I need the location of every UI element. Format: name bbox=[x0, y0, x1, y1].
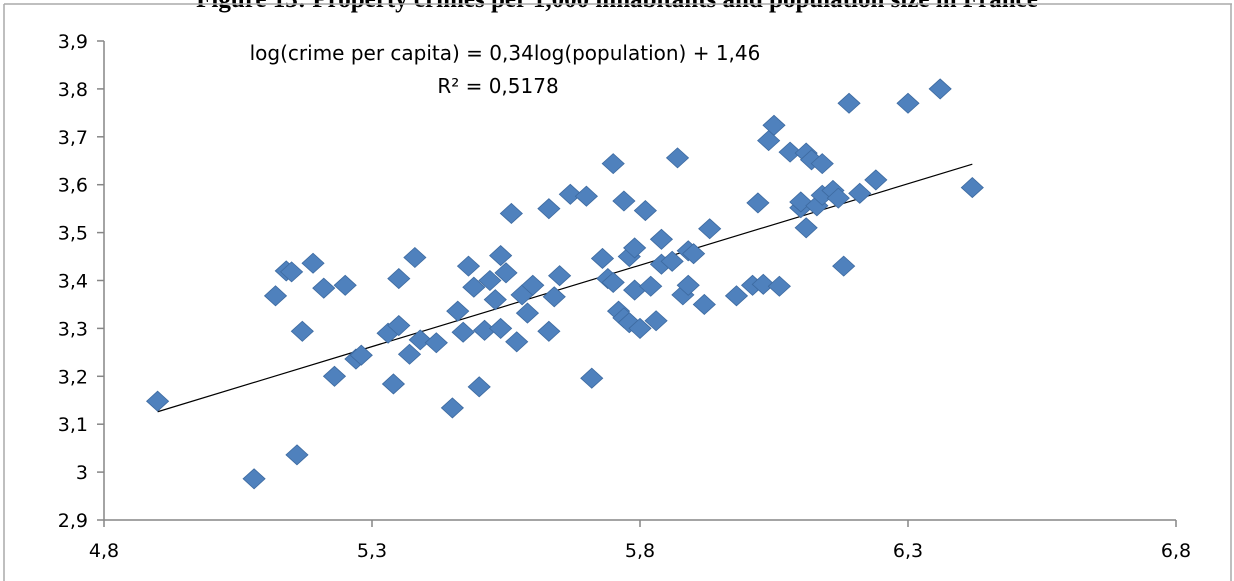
data-point-marker bbox=[864, 169, 888, 191]
y-tick-label: 3,9 bbox=[58, 31, 88, 53]
data-point-marker bbox=[928, 78, 952, 100]
y-tick-label: 3,5 bbox=[58, 223, 88, 245]
data-point-marker bbox=[837, 92, 861, 114]
data-point-marker bbox=[387, 314, 411, 337]
data-point-marker bbox=[832, 255, 856, 277]
y-tick-label: 3 bbox=[76, 462, 88, 484]
x-tick-label: 6,3 bbox=[893, 540, 923, 562]
data-point-marker bbox=[537, 198, 561, 220]
data-point-marker bbox=[580, 367, 604, 389]
y-tick-label: 3,2 bbox=[58, 366, 88, 388]
data-point-marker bbox=[242, 468, 266, 490]
data-point-marker bbox=[590, 247, 615, 270]
data-point-marker bbox=[848, 182, 872, 204]
data-point-marker bbox=[751, 273, 775, 295]
r-squared-label: R² = 0,5178 bbox=[437, 74, 558, 98]
data-point-marker bbox=[623, 237, 647, 259]
data-point-marker bbox=[397, 343, 422, 365]
data-point-marker bbox=[515, 302, 540, 324]
data-point-marker bbox=[896, 92, 920, 114]
data-point-marker bbox=[676, 274, 700, 296]
data-point-marker bbox=[789, 191, 813, 213]
data-point-marker bbox=[456, 255, 481, 277]
trendline-equation: log(crime per capita) = 0,34log(populati… bbox=[250, 41, 761, 65]
data-point-marker bbox=[285, 444, 309, 466]
data-point-marker bbox=[826, 187, 850, 209]
data-point-marker bbox=[623, 279, 647, 301]
data-point-marker bbox=[521, 274, 545, 296]
trendline-annotation: log(crime per capita) = 0,34log(populati… bbox=[250, 41, 761, 98]
data-point-marker bbox=[682, 243, 706, 265]
y-tick-label: 3,8 bbox=[58, 79, 88, 101]
data-point-marker bbox=[263, 285, 288, 307]
y-tick-label: 2,9 bbox=[58, 510, 88, 532]
data-point-marker bbox=[639, 275, 663, 297]
data-point-marker bbox=[960, 177, 984, 199]
data-point-marker bbox=[424, 332, 448, 354]
data-point-marker bbox=[322, 365, 347, 387]
data-point-marker bbox=[794, 217, 818, 239]
data-point-marker bbox=[408, 329, 432, 351]
data-point-marker bbox=[462, 276, 486, 298]
data-point-marker bbox=[778, 141, 802, 163]
data-point-marker bbox=[612, 190, 636, 212]
data-point-marker bbox=[767, 275, 791, 297]
x-tick-label: 5,8 bbox=[625, 540, 655, 562]
data-point-marker bbox=[574, 185, 598, 207]
data-point-marker bbox=[387, 268, 411, 290]
data-point-marker bbox=[403, 246, 427, 269]
data-point-marker bbox=[505, 331, 529, 353]
y-tick-label: 3,6 bbox=[58, 175, 88, 197]
data-point-marker bbox=[146, 390, 170, 412]
data-point-marker bbox=[381, 373, 406, 395]
x-tick-label: 6,8 bbox=[1161, 540, 1191, 562]
data-point-marker bbox=[467, 376, 491, 398]
x-tick-label: 4,8 bbox=[89, 540, 119, 562]
trendline-line bbox=[157, 163, 973, 413]
trendline bbox=[157, 163, 973, 413]
data-point-marker bbox=[660, 250, 684, 272]
data-point-marker bbox=[692, 293, 716, 315]
data-point-marker bbox=[542, 286, 566, 308]
data-point-marker bbox=[698, 218, 722, 240]
data-point-marker bbox=[649, 228, 674, 250]
data-point-marker bbox=[489, 317, 513, 339]
data-point-marker bbox=[301, 252, 325, 274]
data-point-marker bbox=[446, 300, 470, 322]
data-point-marker bbox=[440, 397, 464, 419]
data-point-marker bbox=[312, 277, 336, 299]
data-point-marker bbox=[665, 147, 690, 169]
data-point-marker bbox=[451, 321, 475, 343]
data-point-marker bbox=[483, 289, 507, 311]
data-point-marker bbox=[499, 202, 523, 224]
data-point-marker bbox=[762, 114, 786, 136]
data-point-marker bbox=[724, 285, 749, 307]
data-point-marker bbox=[628, 317, 652, 339]
y-tick-label: 3,4 bbox=[58, 271, 88, 293]
axes: 2,9 3 3,1 3,2 3,3 3,4 3,5 3,6 3,7 3,8 3,9 4,8 5,3 5,8… bbox=[58, 31, 1191, 562]
y-tick-label: 3,3 bbox=[58, 318, 88, 340]
data-point-marker bbox=[558, 183, 582, 205]
data-point-marker bbox=[537, 320, 561, 342]
data-point-marker bbox=[494, 262, 518, 284]
data-point-marker bbox=[548, 265, 572, 287]
data-point-marker bbox=[280, 261, 304, 283]
data-point-marker bbox=[746, 192, 770, 214]
data-point-marker bbox=[349, 344, 373, 366]
y-tick-label: 3,7 bbox=[58, 127, 88, 149]
y-tick-label: 3,1 bbox=[58, 414, 88, 436]
data-point-marker bbox=[644, 310, 668, 332]
data-point-marker bbox=[478, 269, 502, 292]
x-tick-label: 5,3 bbox=[357, 540, 387, 562]
data-point-marker bbox=[810, 153, 834, 175]
data-point-marker bbox=[601, 153, 625, 175]
data-point-marker bbox=[489, 245, 513, 267]
data-point-marker bbox=[601, 271, 625, 293]
data-points bbox=[146, 78, 984, 490]
data-point-marker bbox=[633, 200, 657, 222]
data-point-marker bbox=[290, 320, 314, 342]
data-point-marker bbox=[333, 274, 357, 296]
